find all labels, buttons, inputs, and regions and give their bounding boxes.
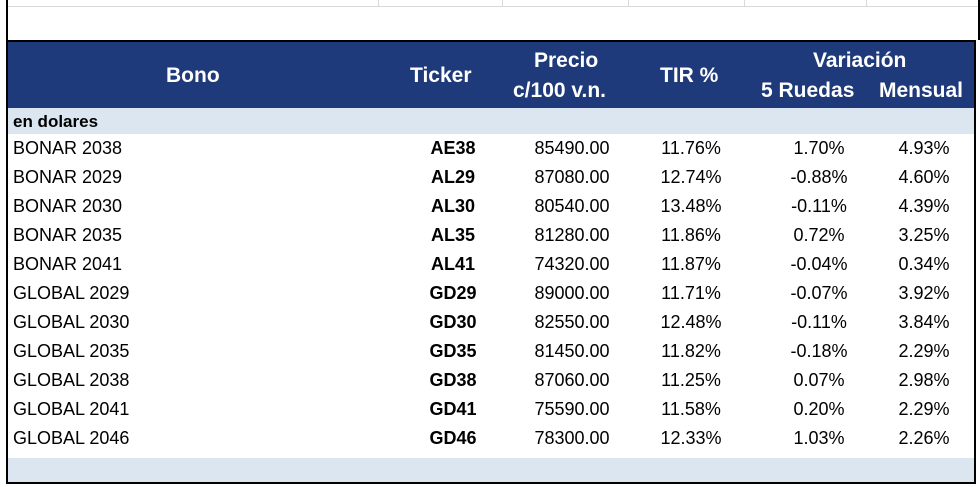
cell-ticker[interactable]: GD35 [429,341,477,361]
header-5-ruedas[interactable]: 5 Ruedas [761,79,855,102]
cell-bono[interactable]: BONAR 2035 [13,225,123,245]
cell-tir[interactable]: 12.33% [660,428,722,448]
cell-precio[interactable]: 74320.00 [534,254,610,274]
gridline [866,0,867,6]
cell-tir[interactable]: 11.86% [661,225,721,245]
cell-bono[interactable]: BONAR 2038 [13,138,123,158]
cell-mensual[interactable]: 2.98% [898,370,950,390]
cell-bono[interactable]: BONAR 2041 [13,254,123,274]
cell-mensual[interactable]: 4.60% [898,167,950,187]
gridline [744,0,745,6]
cell-ticker[interactable]: GD38 [429,370,477,390]
cell-tir[interactable]: 11.76% [661,138,721,158]
cell-5-ruedas[interactable]: -0.11% [791,312,847,332]
cell-precio[interactable]: 81280.00 [534,225,610,245]
cell-tir[interactable]: 13.48% [660,196,722,216]
section-label: en dolares [13,112,99,131]
cell-mensual[interactable]: 4.39% [898,196,950,216]
cell-ticker[interactable]: AE38 [430,138,476,158]
table-row[interactable]: BONAR 2041 AL41 74320.00 11.87% -0.04% 0.34% [8,250,974,279]
section-label-row: en dolares [8,108,974,134]
cell-5-ruedas[interactable]: 0.20% [793,399,845,419]
header-mensual[interactable]: Mensual [879,79,964,102]
cell-ticker[interactable]: AL35 [430,225,475,245]
cell-mensual[interactable]: 3.25% [898,225,950,245]
gridline [8,6,978,7]
table-row[interactable]: GLOBAL 2030 GD30 82550.00 12.48% -0.11% 3.84% [8,308,974,337]
cell-precio[interactable]: 82550.00 [534,312,610,332]
cell-ticker[interactable]: AL30 [430,196,475,216]
table-row[interactable]: GLOBAL 2041 GD41 75590.00 11.58% 0.20% 2.29% [8,395,974,424]
header-variacion: Variación [813,49,907,72]
cell-mensual[interactable]: 0.34% [898,254,950,274]
cell-5-ruedas[interactable]: 1.03% [793,428,845,448]
cell-mensual[interactable]: 3.92% [898,283,950,303]
gridline [628,0,629,6]
cell-tir[interactable]: 11.71% [661,283,721,303]
cell-precio[interactable]: 78300.00 [534,428,610,448]
cell-precio[interactable]: 89000.00 [534,283,610,303]
cell-precio[interactable]: 85490.00 [534,138,610,158]
cell-5-ruedas[interactable]: 0.72% [793,225,845,245]
header-precio-unit: c/100 v.n. [513,79,607,102]
cell-bono[interactable]: BONAR 2029 [13,167,123,187]
cell-5-ruedas[interactable]: -0.04% [790,254,848,274]
cell-5-ruedas[interactable]: -0.18% [790,341,848,361]
cell-5-ruedas[interactable]: -0.88% [790,167,848,187]
cell-tir[interactable]: 11.25% [661,370,721,390]
cell-bono[interactable]: GLOBAL 2030 [13,312,130,332]
cell-precio[interactable]: 87080.00 [534,167,610,187]
cell-ticker[interactable]: GD46 [429,428,477,448]
cell-precio[interactable]: 87060.00 [534,370,610,390]
cell-mensual[interactable]: 2.29% [898,399,950,419]
table-row[interactable]: BONAR 2035 AL35 81280.00 11.86% 0.72% 3.25% [8,221,974,250]
cell-5-ruedas[interactable]: -0.11% [791,196,847,216]
cell-ticker[interactable]: GD41 [429,399,477,419]
cell-mensual[interactable]: 4.93% [898,138,950,158]
table-footer [8,458,974,482]
gridline [502,0,503,6]
table-row[interactable]: GLOBAL 2038 GD38 87060.00 11.25% 0.07% 2.98% [8,366,974,395]
cell-tir[interactable]: 11.82% [661,341,721,361]
table-header: Bono Ticker Precio c/100 v.n. TIR % Vari… [8,42,974,108]
header-tir[interactable]: TIR % [660,64,719,87]
cell-bono[interactable]: GLOBAL 2035 [13,341,130,361]
cell-tir[interactable]: 12.74% [660,167,722,187]
empty-top-row [6,0,980,40]
table-row[interactable]: GLOBAL 2046 GD46 78300.00 12.33% 1.03% 2.26% [8,424,974,453]
table-row[interactable]: GLOBAL 2035 GD35 81450.00 11.82% -0.18% 2.29% [8,337,974,366]
cell-ticker[interactable]: AL41 [430,254,475,274]
header-bono[interactable]: Bono [166,64,220,87]
cell-bono[interactable]: GLOBAL 2029 [13,283,130,303]
table-row[interactable]: BONAR 2030 AL30 80540.00 13.48% -0.11% 4.39% [8,192,974,221]
cell-mensual[interactable]: 2.29% [898,341,950,361]
cell-mensual[interactable]: 2.26% [898,428,950,448]
cell-mensual[interactable]: 3.84% [898,312,950,332]
table-row[interactable]: BONAR 2038 AE38 85490.00 11.76% 1.70% 4.93% [8,134,974,163]
table-row[interactable]: GLOBAL 2029 GD29 89000.00 11.71% -0.07% 3.92% [8,279,974,308]
cell-precio[interactable]: 81450.00 [534,341,610,361]
cell-tir[interactable]: 12.48% [660,312,722,332]
cell-precio[interactable]: 80540.00 [534,196,610,216]
cell-5-ruedas[interactable]: 1.70% [793,138,845,158]
cell-bono[interactable]: GLOBAL 2041 [13,399,130,419]
gridline [378,0,379,6]
cell-tir[interactable]: 11.58% [661,399,721,419]
cell-ticker[interactable]: GD30 [429,312,477,332]
cell-bono[interactable]: BONAR 2030 [13,196,123,216]
header-precio[interactable]: Precio [534,49,599,72]
header-ticker[interactable]: Ticker [410,64,472,87]
cell-ticker[interactable]: GD29 [429,283,477,303]
cell-bono[interactable]: GLOBAL 2046 [13,428,130,448]
cell-ticker[interactable]: AL29 [430,167,475,187]
cell-tir[interactable]: 11.87% [661,254,721,274]
table-row[interactable]: BONAR 2029 AL29 87080.00 12.74% -0.88% 4.60% [8,163,974,192]
cell-5-ruedas[interactable]: -0.07% [790,283,848,303]
cell-bono[interactable]: GLOBAL 2038 [13,370,130,390]
cell-5-ruedas[interactable]: 0.07% [793,370,845,390]
cell-precio[interactable]: 75590.00 [534,399,610,419]
table-body: BONAR 2038 AE38 85490.00 11.76% 1.70% 4.93% BO… [8,134,974,453]
bond-table: Bono Ticker Precio c/100 v.n. TIR % Vari… [6,40,976,484]
